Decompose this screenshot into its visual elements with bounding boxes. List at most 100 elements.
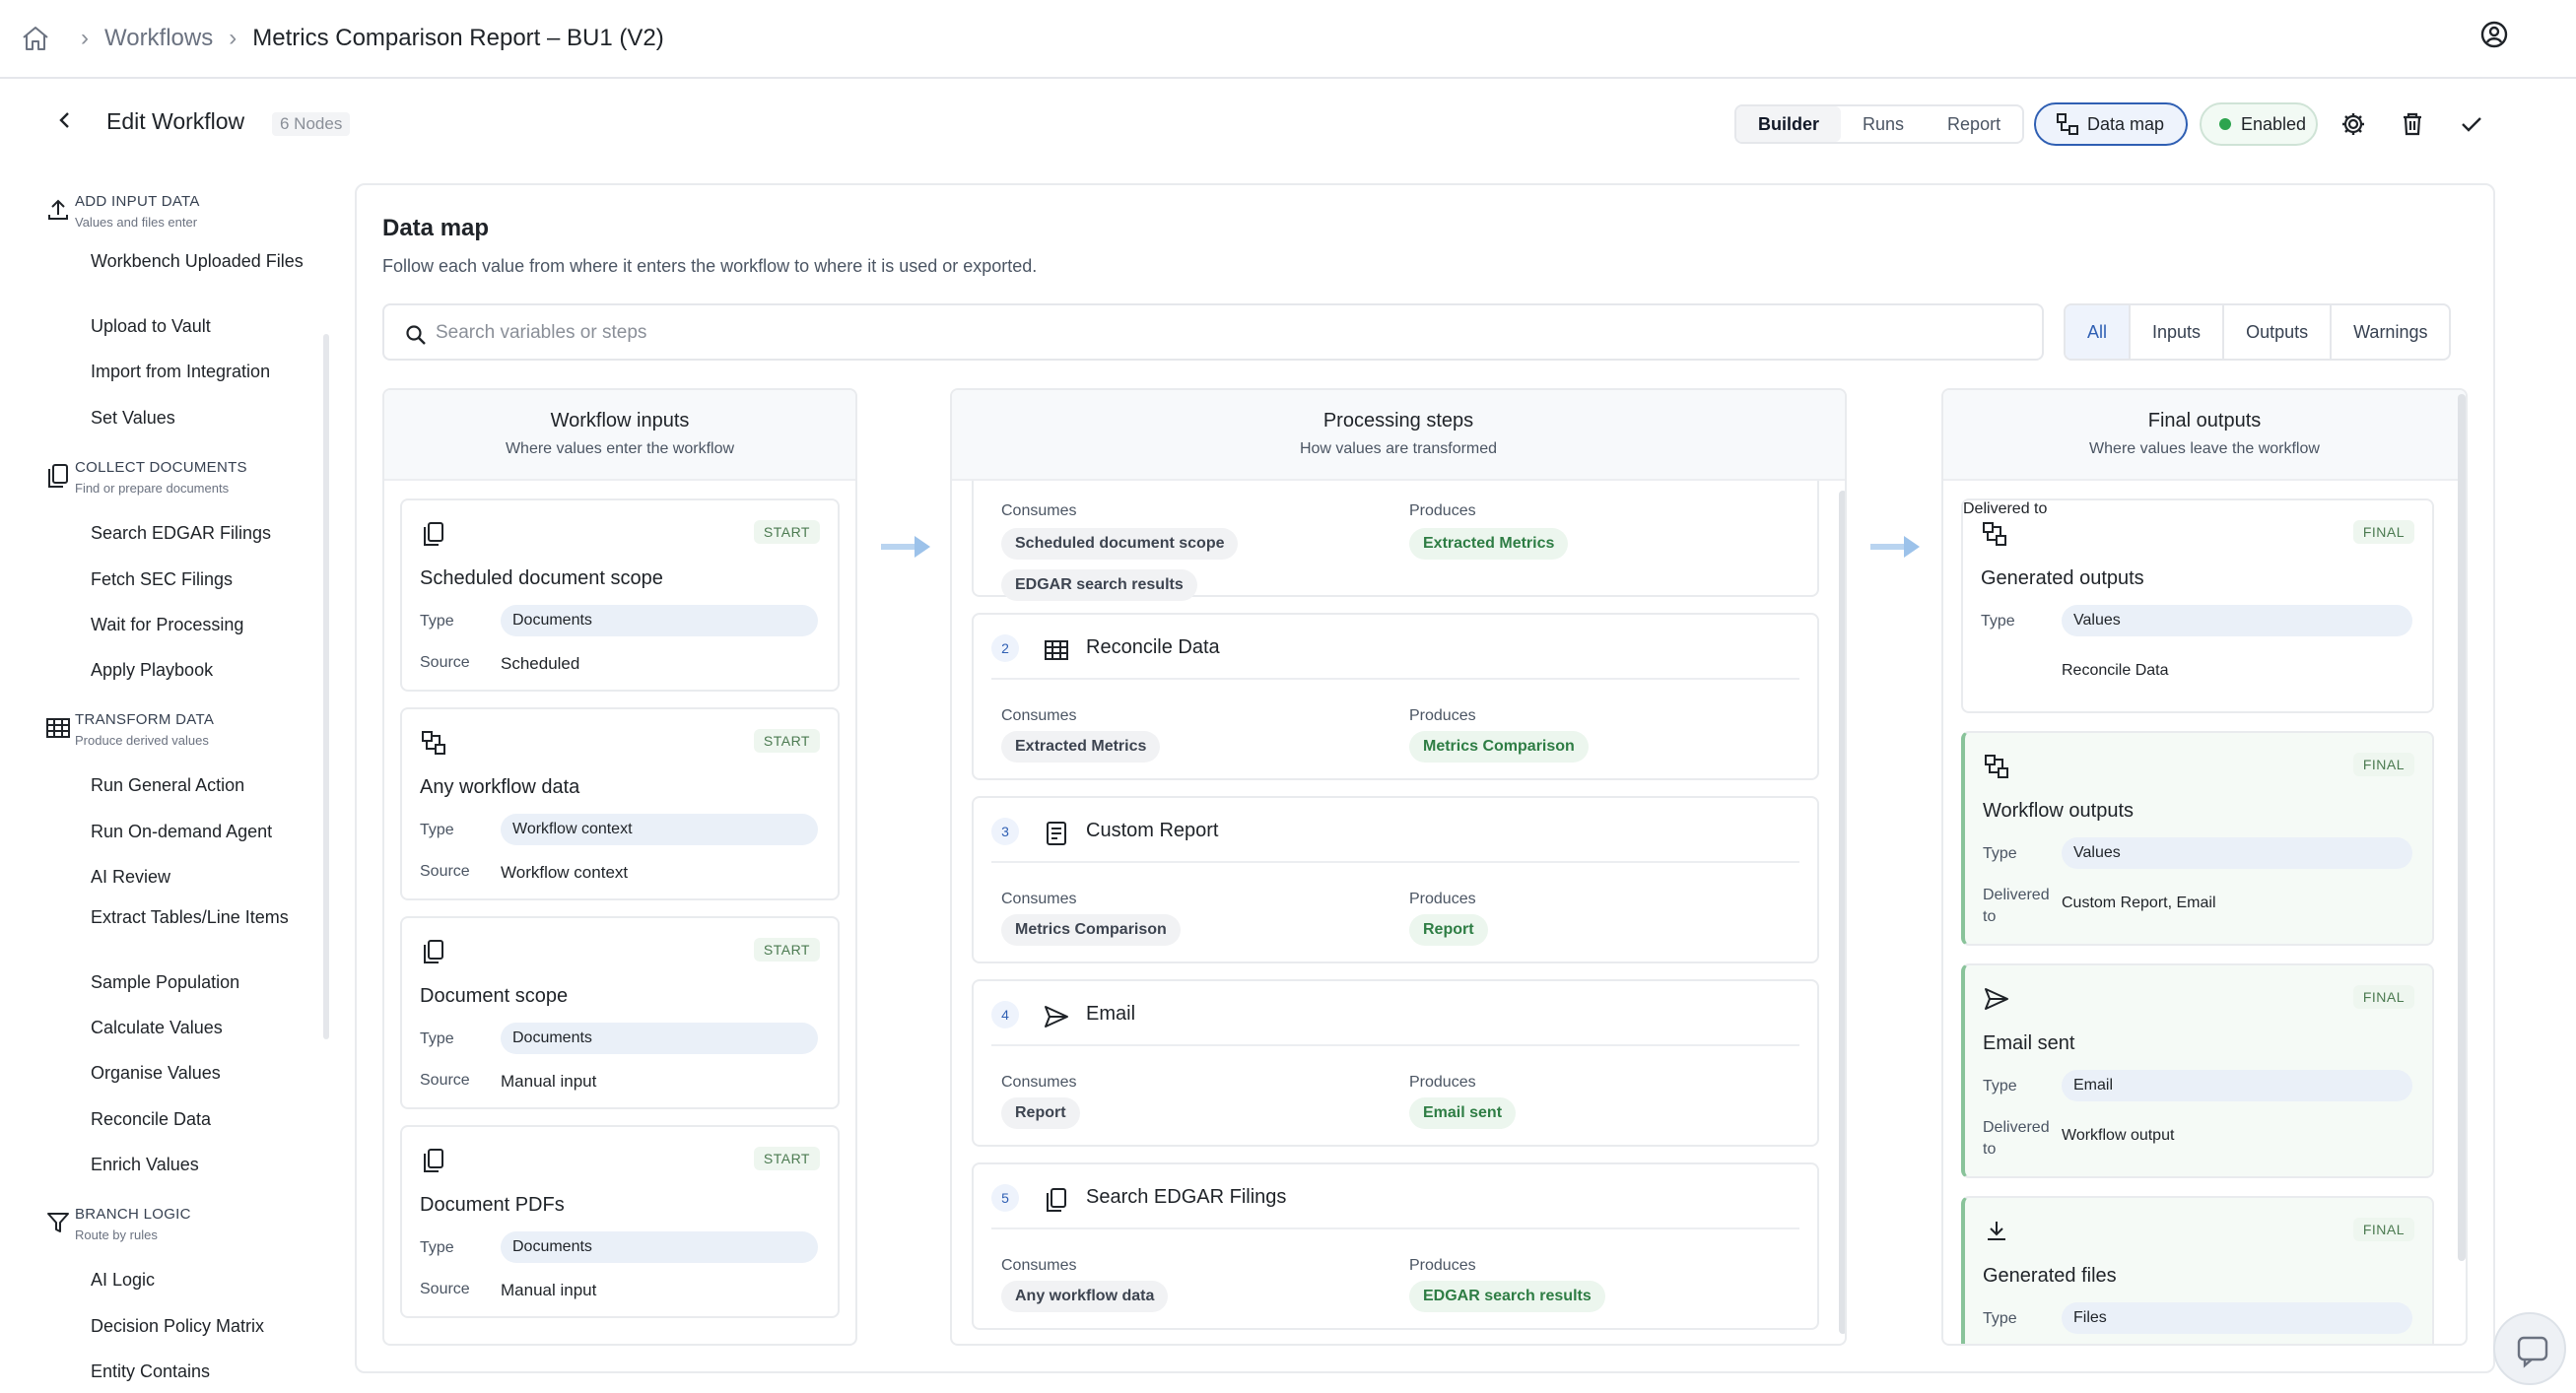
sidebar-item[interactable]: Import from Integration bbox=[91, 362, 271, 381]
produces-chip[interactable]: Report bbox=[1409, 914, 1488, 946]
tab-runs[interactable]: Runs bbox=[1863, 114, 1905, 134]
node-count-badge: 6 Nodes bbox=[272, 112, 351, 136]
type-pill: Email bbox=[2062, 1070, 2412, 1101]
sidebar-item[interactable]: Calculate Values bbox=[91, 1018, 223, 1037]
input-name: Scheduled document scope bbox=[420, 567, 663, 589]
source-value: Scheduled bbox=[501, 654, 580, 673]
step-card[interactable]: 5 Search EDGAR Filings Consumes Produces… bbox=[972, 1162, 1819, 1330]
chat-launcher-button[interactable] bbox=[2493, 1312, 2566, 1385]
sidebar-item[interactable]: Decision Policy Matrix bbox=[91, 1316, 265, 1336]
filter-inputs[interactable]: Inputs bbox=[2129, 305, 2222, 359]
check-icon[interactable] bbox=[2458, 110, 2485, 138]
output-card[interactable]: FINAL Generated files Type Files bbox=[1961, 1196, 2434, 1344]
divider bbox=[991, 678, 1799, 680]
tab-builder[interactable]: Builder bbox=[1736, 106, 1842, 142]
step-number: 2 bbox=[991, 634, 1019, 662]
step-card[interactable]: 3 Custom Report Consumes Produces Metric… bbox=[972, 796, 1819, 963]
column-header: Processing steps How values are transfor… bbox=[952, 390, 1845, 481]
input-card[interactable]: START Scheduled document scope Type Docu… bbox=[400, 498, 840, 692]
sidebar-item[interactable]: Workbench Uploaded Files bbox=[91, 251, 304, 271]
input-card[interactable]: START Document PDFs Type Documents Sourc… bbox=[400, 1125, 840, 1318]
filter-tabs: All Inputs Outputs Warnings bbox=[2064, 303, 2452, 361]
sidebar-item[interactable]: Upload to Vault bbox=[91, 316, 211, 336]
sidebar-item[interactable]: AI Logic bbox=[91, 1270, 156, 1290]
user-account-icon[interactable] bbox=[2479, 20, 2509, 49]
consumes-chip[interactable]: Any workflow data bbox=[1001, 1281, 1169, 1312]
tab-report[interactable]: Report bbox=[1947, 114, 2001, 134]
filter-outputs[interactable]: Outputs bbox=[2222, 305, 2330, 359]
type-pill: Workflow context bbox=[501, 814, 818, 845]
data-map-subtitle: Follow each value from where it enters t… bbox=[382, 256, 1038, 276]
consumes-chip[interactable]: Report bbox=[1001, 1097, 1080, 1129]
type-pill: Documents bbox=[501, 1023, 818, 1054]
filter-all[interactable]: All bbox=[2066, 305, 2130, 359]
sidebar-item[interactable]: Organise Values bbox=[91, 1063, 221, 1083]
sidebar-item[interactable]: Fetch SEC Filings bbox=[91, 569, 234, 589]
section-title: BRANCH LOGIC bbox=[75, 1206, 191, 1223]
output-card[interactable]: FINAL Workflow outputs Type Values Deliv… bbox=[1961, 731, 2434, 946]
produces-chip[interactable]: EDGAR search results bbox=[1409, 1281, 1605, 1312]
documents-icon bbox=[424, 940, 443, 963]
sidebar-item[interactable]: Entity Contains bbox=[91, 1361, 211, 1381]
start-badge: START bbox=[753, 520, 820, 544]
breadcrumb-workflows[interactable]: Workflows bbox=[104, 25, 214, 51]
sidebar-item[interactable]: Apply Playbook bbox=[91, 660, 214, 680]
data-map-button[interactable]: Data map bbox=[2034, 102, 2188, 146]
sidebar-item[interactable]: Run On-demand Agent bbox=[91, 822, 273, 841]
back-arrow-icon[interactable] bbox=[53, 108, 77, 132]
output-card[interactable]: FINAL Generated outputs Type Values Deli… bbox=[1961, 498, 2434, 713]
output-card[interactable]: FINAL Email sent Type Email Delivered to… bbox=[1961, 963, 2434, 1178]
input-name: Document scope bbox=[420, 985, 569, 1007]
filter-icon bbox=[47, 1213, 69, 1232]
produces-label: Produces bbox=[1409, 502, 1476, 519]
consumes-chip[interactable]: Scheduled document scope bbox=[1001, 528, 1239, 560]
chat-icon bbox=[2517, 1336, 2548, 1368]
type-label: Type bbox=[420, 1030, 454, 1047]
step-card[interactable]: 4 Email Consumes Produces Report Email s… bbox=[972, 979, 1819, 1147]
sidebar-item[interactable]: Wait for Processing bbox=[91, 615, 244, 634]
sidebar-item[interactable]: Sample Population bbox=[91, 972, 240, 992]
type-pill: Documents bbox=[501, 605, 818, 636]
sidebar-item[interactable]: Set Values bbox=[91, 408, 175, 428]
sidebar-item[interactable]: Search EDGAR Filings bbox=[91, 523, 272, 543]
sidebar-item[interactable]: AI Review bbox=[91, 867, 171, 887]
top-bar: › Workflows › Metrics Comparison Report … bbox=[0, 0, 2576, 79]
filter-warnings[interactable]: Warnings bbox=[2330, 305, 2449, 359]
consumes-label: Consumes bbox=[1001, 1074, 1077, 1091]
documents-icon bbox=[424, 522, 443, 546]
home-icon[interactable] bbox=[20, 23, 51, 54]
outputs-scrollbar[interactable] bbox=[2458, 394, 2466, 1261]
output-name: Generated files bbox=[1983, 1265, 2117, 1287]
produces-chip[interactable]: Email sent bbox=[1409, 1097, 1517, 1129]
type-label: Type bbox=[1981, 613, 2015, 630]
consumes-chip[interactable]: Metrics Comparison bbox=[1001, 914, 1181, 946]
trash-icon[interactable] bbox=[2399, 110, 2426, 138]
upload-icon bbox=[48, 199, 68, 220]
type-pill: Values bbox=[2062, 837, 2412, 869]
input-card[interactable]: START Document scope Type Documents Sour… bbox=[400, 916, 840, 1109]
nodes-icon bbox=[1983, 522, 2006, 546]
gear-icon[interactable] bbox=[2339, 110, 2367, 138]
steps-scrollbar[interactable] bbox=[1839, 491, 1845, 1334]
type-pill: Files bbox=[2062, 1302, 2412, 1334]
chevron-right-icon: › bbox=[229, 25, 237, 51]
search-input[interactable] bbox=[436, 317, 2012, 349]
final-badge: FINAL bbox=[2352, 1218, 2414, 1241]
enabled-toggle[interactable]: Enabled bbox=[2200, 102, 2318, 146]
source-label: Source bbox=[420, 863, 470, 880]
consumes-chip[interactable]: Extracted Metrics bbox=[1001, 731, 1161, 763]
sidebar-item[interactable]: Run General Action bbox=[91, 775, 245, 795]
consumes-label: Consumes bbox=[1001, 707, 1077, 724]
produces-chip[interactable]: Extracted Metrics bbox=[1409, 528, 1569, 560]
sidebar-item[interactable]: Reconcile Data bbox=[91, 1109, 212, 1129]
produces-label: Produces bbox=[1409, 891, 1476, 907]
sidebar-scrollbar[interactable] bbox=[323, 334, 329, 1039]
input-card[interactable]: START Any workflow data Type Workflow co… bbox=[400, 707, 840, 900]
sidebar-item[interactable]: Enrich Values bbox=[91, 1155, 199, 1174]
source-label: Source bbox=[420, 1281, 470, 1297]
step-card[interactable]: 2 Reconcile Data Consumes Produces Extra… bbox=[972, 613, 1819, 780]
sidebar-item[interactable]: Extract Tables/Line Items bbox=[91, 907, 289, 927]
produces-chip[interactable]: Metrics Comparison bbox=[1409, 731, 1589, 763]
send-icon bbox=[1985, 988, 2008, 1010]
consumes-chip[interactable]: EDGAR search results bbox=[1001, 569, 1197, 601]
